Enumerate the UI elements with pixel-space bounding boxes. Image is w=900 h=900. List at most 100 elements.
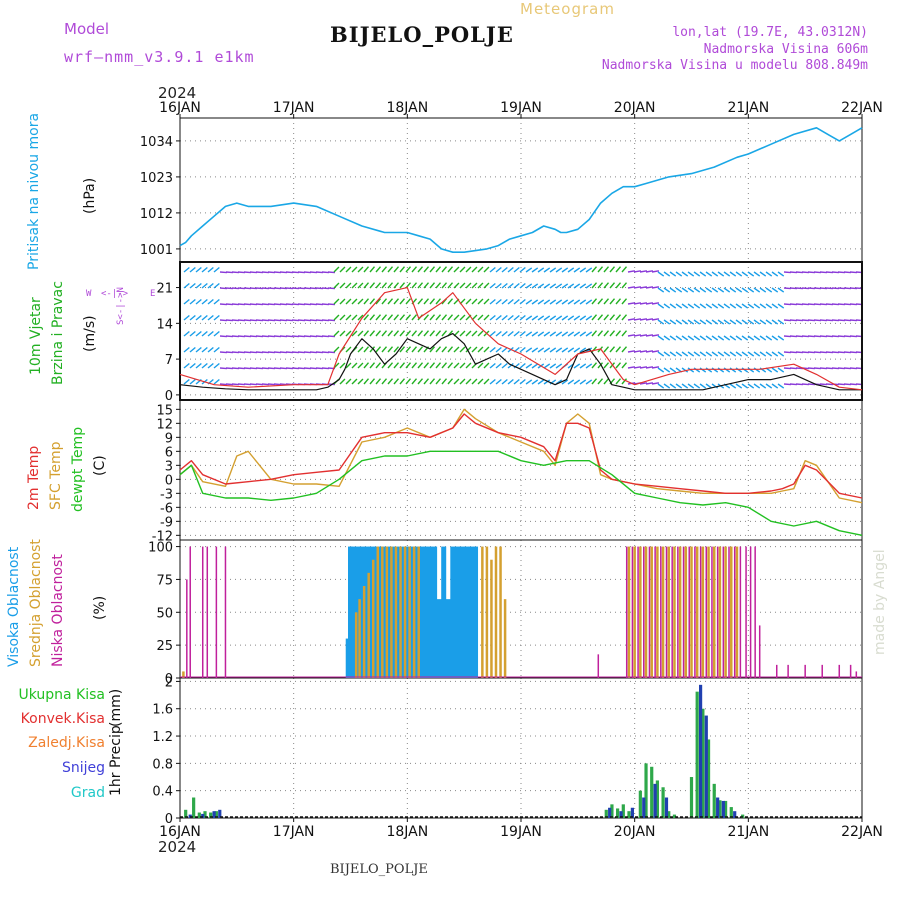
wind-arrow bbox=[771, 319, 779, 325]
wind-arrow bbox=[507, 330, 514, 337]
wind-arrow bbox=[309, 367, 318, 370]
wind-arrow bbox=[189, 346, 196, 353]
x-tick-label-bottom: 16JAN bbox=[159, 824, 201, 840]
cloud-low-bar bbox=[694, 546, 696, 678]
precip-total-bar bbox=[701, 708, 705, 818]
wind-arrow bbox=[657, 351, 665, 357]
wind-arrow bbox=[579, 347, 587, 353]
wind-arrow bbox=[285, 351, 294, 354]
wind-arrow bbox=[471, 378, 478, 385]
wind-arrow bbox=[297, 287, 306, 290]
wind-arrow bbox=[621, 378, 628, 385]
wind-arrow bbox=[447, 266, 454, 273]
wind-arrow bbox=[357, 266, 364, 273]
compass-east: E bbox=[150, 289, 156, 299]
wind-arrow bbox=[765, 335, 773, 341]
precip-total-bar bbox=[214, 811, 218, 818]
wind-arrow bbox=[261, 367, 270, 370]
wind-arrow bbox=[759, 271, 767, 277]
wind-arrow bbox=[843, 367, 852, 370]
wind-arrow bbox=[243, 303, 252, 306]
wind-arrow bbox=[189, 298, 196, 305]
precip-total-bar bbox=[672, 814, 677, 818]
wind-arrow bbox=[591, 378, 598, 385]
wind-arrow bbox=[627, 270, 636, 273]
wind-arrow bbox=[615, 330, 622, 337]
wind-arrow bbox=[819, 367, 828, 370]
wind-arrow bbox=[291, 303, 300, 306]
y-tick-label: -6 bbox=[160, 501, 173, 516]
y-tick-label: 50 bbox=[156, 606, 173, 621]
wind-arrow bbox=[309, 351, 318, 354]
wind-arrow bbox=[387, 362, 394, 369]
wind-arrow bbox=[363, 378, 370, 385]
wind-arrow bbox=[555, 347, 563, 353]
wind-arrow bbox=[561, 267, 569, 273]
x-tick-label-top: 19JAN bbox=[500, 100, 542, 116]
wind-arrow bbox=[255, 351, 264, 354]
wind-arrow bbox=[831, 287, 840, 290]
wind-arrow bbox=[405, 346, 412, 353]
wind-arrow bbox=[753, 271, 761, 277]
wind-arrow bbox=[567, 315, 575, 321]
wind-arrow bbox=[495, 362, 502, 369]
wind-arrow bbox=[465, 378, 472, 385]
wind-arrow bbox=[669, 383, 677, 389]
wind-arrow bbox=[507, 298, 514, 305]
cloud-mid-bar bbox=[481, 546, 484, 678]
wind-arrow bbox=[441, 346, 448, 353]
wind-arrow bbox=[639, 286, 648, 289]
cloud-mid-bar bbox=[661, 546, 665, 678]
wind-arrow bbox=[195, 298, 202, 305]
wind-arrow bbox=[357, 378, 364, 385]
wind-arrow bbox=[795, 287, 804, 290]
wind-arrow bbox=[231, 367, 240, 370]
wind-arrow bbox=[423, 282, 430, 289]
wind-arrow bbox=[321, 367, 330, 370]
wind-arrow bbox=[339, 362, 346, 369]
wind-arrow bbox=[327, 335, 336, 338]
wind-arrow bbox=[789, 351, 798, 354]
wind-arrow bbox=[795, 319, 804, 322]
cloud-mid-bar bbox=[650, 546, 653, 678]
wind-arrow bbox=[531, 299, 539, 305]
wind-arrow bbox=[843, 287, 852, 290]
wind-arrow bbox=[819, 319, 828, 322]
wind-arrow bbox=[807, 287, 816, 290]
wind-arrow bbox=[495, 330, 502, 337]
wind-arrow bbox=[741, 351, 749, 357]
wind-arrow bbox=[447, 362, 454, 369]
wind-arrow bbox=[645, 350, 654, 353]
y-tick-label: 3 bbox=[165, 459, 173, 474]
wind-arrow bbox=[753, 383, 761, 389]
wind-arrow bbox=[465, 298, 472, 305]
wind-arrow bbox=[327, 271, 336, 274]
wind-arrow bbox=[609, 282, 616, 289]
wind-arrow bbox=[597, 298, 604, 305]
y-tick-label: 0 bbox=[165, 672, 173, 687]
wind-arrow bbox=[225, 303, 234, 306]
wind-arrow bbox=[621, 330, 628, 337]
wind-arrow bbox=[837, 351, 846, 354]
wind-arrow bbox=[699, 335, 707, 341]
cloud-mid-bar bbox=[667, 546, 671, 678]
wind-arrow bbox=[321, 303, 330, 306]
x-tick-label-bottom: 18JAN bbox=[386, 824, 428, 840]
cloud-mid-bar bbox=[684, 546, 688, 678]
wind-arrow bbox=[765, 287, 773, 293]
wind-arrow bbox=[411, 346, 418, 353]
wind-arrow bbox=[753, 367, 761, 373]
wind-arrow bbox=[639, 382, 648, 385]
wind-arrow bbox=[537, 299, 545, 305]
precip-total-bar bbox=[209, 812, 213, 818]
wind-arrow bbox=[477, 282, 484, 289]
wind-arrow bbox=[483, 362, 490, 369]
wind-arrow bbox=[567, 283, 575, 289]
wind-arrow bbox=[531, 363, 539, 369]
pressure-line bbox=[179, 127, 863, 253]
wind-arrow bbox=[447, 298, 454, 305]
wind-arrow bbox=[375, 266, 382, 273]
wind-arrow bbox=[183, 378, 190, 385]
wind-arrow bbox=[465, 346, 472, 353]
y-tick-label: 12 bbox=[156, 417, 173, 432]
